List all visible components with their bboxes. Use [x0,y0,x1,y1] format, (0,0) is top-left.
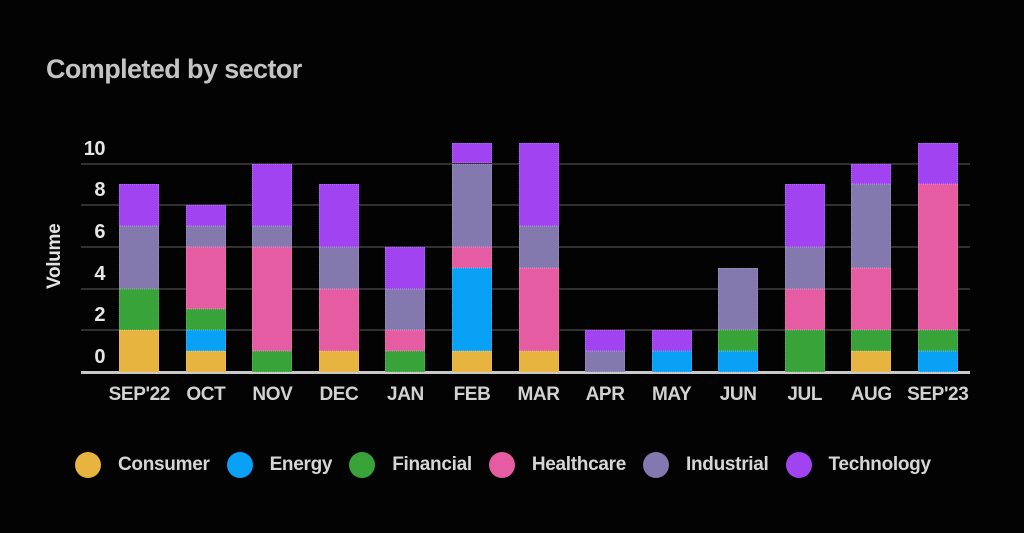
bar-segment-financial-sep22[interactable] [119,288,160,331]
x-axis-label-oct: OCT [186,384,226,405]
bar-segment-technology-sep23[interactable] [917,142,958,185]
bar-segment-healthcare-aug[interactable] [851,267,892,331]
bar-segment-industrial-aug[interactable] [851,184,892,268]
bar-segment-financial-oct[interactable] [185,309,226,331]
bar-segment-consumer-sep22[interactable] [119,330,160,372]
bar-segment-healthcare-dec[interactable] [318,288,359,352]
legend-item-financial[interactable]: Financial [349,452,472,478]
x-axis-label-apr: APR [585,384,625,405]
chart-title: Completed by sector [46,54,302,84]
legend-item-technology[interactable]: Technology [785,452,932,478]
bar-segment-financial-jul[interactable] [784,330,825,372]
bar-segment-industrial-sep22[interactable] [119,226,160,289]
y-axis-tick-label-10: 10 [83,137,106,160]
bar-segment-technology-jul[interactable] [784,184,825,247]
bar-segment-industrial-feb[interactable] [452,163,492,247]
legend-item-consumer[interactable]: Consumer [75,452,210,478]
bar-segment-technology-may[interactable] [651,330,692,352]
y-axis-tick-label-0: 0 [94,346,105,368]
x-axis-label-dec: DEC [319,384,359,405]
bar-segment-healthcare-mar[interactable] [518,267,559,352]
x-axis-label-may: MAY [651,384,692,405]
legend-swatch-consumer [75,452,101,478]
x-axis-label-jun: JUN [719,384,757,405]
bar-segment-healthcare-oct[interactable] [185,246,226,310]
x-axis-label-feb: FEB [453,384,491,405]
bar-segment-energy-may[interactable] [651,351,692,372]
bar-segment-consumer-feb[interactable] [452,351,492,372]
bar-segment-healthcare-nov[interactable] [252,246,293,352]
legend-item-healthcare[interactable]: Healthcare [488,452,627,478]
y-axis-tick-label-6: 6 [94,220,105,243]
bar-segment-energy-oct[interactable] [185,330,226,352]
y-axis-tick-label-4: 4 [94,262,105,285]
bar-segment-technology-jan[interactable] [385,246,426,289]
x-axis-label-sep23: SEP'23 [907,384,969,405]
bar-segment-financial-aug[interactable] [851,330,892,352]
legend-label-technology: Technology [828,454,932,475]
y-axis-tick-label-8: 8 [94,179,105,202]
legend-swatch-financial [349,452,376,478]
bar-segment-technology-sep22[interactable] [119,184,160,227]
bar-segment-energy-feb[interactable] [452,267,492,352]
x-axis-label-nov: NOV [252,384,293,405]
bar-segment-energy-jun[interactable] [718,351,759,372]
bar-segment-financial-sep23[interactable] [917,330,958,352]
bar-segment-technology-mar[interactable] [518,142,559,227]
bar-segment-industrial-nov[interactable] [252,226,293,247]
bar-segment-industrial-jan[interactable] [385,288,426,331]
bar-segment-technology-oct[interactable] [185,205,226,227]
legend-item-energy[interactable]: Energy [226,452,333,478]
bar-segment-healthcare-jan[interactable] [385,330,426,352]
bar-segment-consumer-mar[interactable] [518,351,559,372]
legend-label-healthcare: Healthcare [531,454,627,475]
bar-segment-financial-nov[interactable] [252,351,293,372]
bar-segment-technology-feb[interactable] [452,142,492,164]
x-axis-baseline [81,371,970,374]
bar-segment-industrial-apr[interactable] [585,351,626,372]
bar-segment-industrial-jul[interactable] [784,246,825,289]
x-axis-label-jan: JAN [387,384,424,405]
bar-segment-healthcare-sep23[interactable] [917,184,958,331]
bar-segment-healthcare-jul[interactable] [784,288,825,331]
bar-segment-technology-apr[interactable] [585,330,626,352]
legend-swatch-industrial [643,452,670,478]
legend-label-financial: Financial [392,454,472,475]
legend-label-industrial: Industrial [686,454,769,475]
bar-segment-technology-nov[interactable] [252,163,293,227]
bar-segment-industrial-jun[interactable] [718,267,759,331]
y-axis-title: Volume [44,223,65,289]
legend: Consumer Energy Financial Healthcare Industr… [75,452,931,478]
bar-segment-industrial-dec[interactable] [318,246,359,289]
bar-segment-technology-aug[interactable] [851,163,892,185]
bar-segment-energy-sep23[interactable] [917,351,958,372]
bar-segment-financial-jan[interactable] [385,351,426,372]
legend-swatch-technology [785,452,812,478]
x-axis-label-mar: MAR [517,384,560,405]
bar-segment-consumer-aug[interactable] [851,351,892,372]
bar-segment-industrial-oct[interactable] [185,226,226,247]
legend-label-energy: Energy [269,454,333,475]
legend-swatch-healthcare [488,452,515,478]
bar-segment-consumer-dec[interactable] [318,351,359,372]
x-axis-label-sep22: SEP'22 [108,384,171,405]
bar-segment-industrial-mar[interactable] [518,226,559,268]
x-axis-label-aug: AUG [850,384,892,405]
bar-segment-technology-dec[interactable] [318,184,359,247]
bar-segment-consumer-oct[interactable] [185,351,226,372]
legend-swatch-energy [226,452,253,478]
bar-segment-healthcare-feb[interactable] [452,246,492,268]
legend-item-industrial[interactable]: Industrial [643,452,769,478]
x-axis-label-jul: JUL [787,384,823,405]
y-axis-tick-label-2: 2 [94,304,105,327]
legend-label-consumer: Consumer [118,454,210,475]
bar-segment-financial-jun[interactable] [718,330,759,352]
